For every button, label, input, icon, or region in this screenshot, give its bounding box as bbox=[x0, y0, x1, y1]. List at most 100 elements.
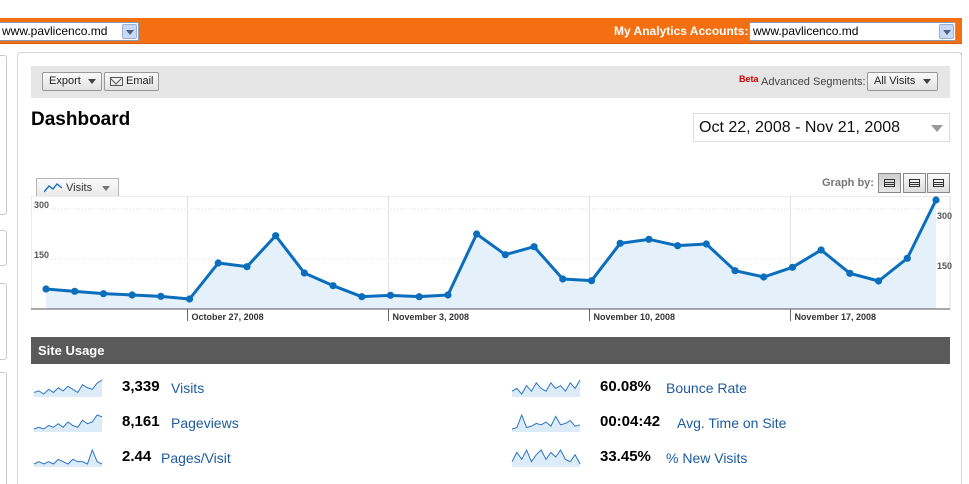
sparkline-visits bbox=[33, 379, 103, 397]
top-bar: www.pavlicenco.md My Analytics Accounts:… bbox=[0, 0, 969, 46]
metric-link-visits[interactable]: Visits bbox=[171, 380, 205, 396]
visits-data-point bbox=[616, 239, 624, 247]
visits-data-point bbox=[128, 291, 136, 299]
sparkline-area bbox=[34, 415, 102, 432]
beta-badge: Beta bbox=[739, 74, 759, 84]
metric-value: 3,339 bbox=[122, 378, 160, 395]
sparkline-line bbox=[33, 379, 103, 395]
x-tick-label: November 10, 2008 bbox=[593, 312, 675, 322]
segments-select[interactable]: All Visits bbox=[867, 72, 938, 91]
metric-value: 8,161 bbox=[122, 413, 160, 430]
metric-link-pageviews[interactable]: Pageviews bbox=[171, 415, 239, 431]
x-tick-label: October 27, 2008 bbox=[192, 312, 264, 322]
visits-data-point bbox=[846, 269, 854, 277]
metric-link-pages-per-visit[interactable]: Pages/Visit bbox=[161, 450, 231, 466]
visits-data-point bbox=[645, 235, 653, 243]
chevron-down-icon bbox=[88, 79, 96, 84]
profile-select-value: www.pavlicenco.md bbox=[2, 24, 108, 38]
metric-avg-time-on-site: 00:04:42 Avg. Time on Site bbox=[511, 411, 951, 435]
right-scroll-edge bbox=[961, 52, 969, 484]
export-label: Export bbox=[49, 75, 81, 87]
segments-value: All Visits bbox=[874, 75, 916, 87]
sparkline-line bbox=[511, 379, 581, 395]
y-tick-label-left: 150 bbox=[34, 250, 49, 260]
accounts-select-value: www.pavlicenco.md bbox=[753, 24, 859, 38]
visits-data-point bbox=[731, 267, 739, 275]
site-usage-header: Site Usage bbox=[31, 337, 950, 364]
visits-data-point bbox=[702, 240, 710, 248]
y-tick-label-right: 300 bbox=[937, 211, 952, 221]
graph-by-month-button[interactable] bbox=[927, 173, 950, 193]
visits-data-point bbox=[674, 242, 682, 250]
email-button[interactable]: Email bbox=[104, 72, 159, 91]
month-view-icon bbox=[933, 179, 944, 187]
chevron-down-icon[interactable] bbox=[931, 125, 943, 132]
date-range-picker[interactable]: Oct 22, 2008 - Nov 21, 2008 bbox=[693, 113, 950, 142]
sidebar-panel-edge bbox=[0, 230, 7, 266]
visits-data-point bbox=[473, 230, 481, 238]
visits-data-point bbox=[903, 254, 911, 262]
y-tick-label-left: 300 bbox=[34, 200, 49, 210]
accounts-label: My Analytics Accounts: bbox=[614, 24, 749, 38]
metric-bounce-rate: 60.08% Bounce Rate bbox=[511, 376, 951, 400]
visits-data-point bbox=[71, 287, 79, 295]
visits-data-point bbox=[760, 273, 768, 281]
x-tick-label: November 3, 2008 bbox=[393, 312, 470, 322]
sparkline-avg-time-on-site bbox=[511, 413, 581, 432]
graph-by-day-button[interactable] bbox=[878, 173, 901, 193]
export-button[interactable]: Export bbox=[42, 72, 102, 91]
visits-data-point bbox=[185, 295, 194, 303]
visits-data-point bbox=[329, 282, 337, 290]
sparkline-bounce-rate bbox=[511, 379, 581, 397]
sparkline-new-visits bbox=[511, 448, 581, 467]
visits-data-point bbox=[932, 196, 940, 204]
chevron-down-icon bbox=[923, 79, 931, 84]
visits-data-point bbox=[214, 259, 222, 267]
visits-data-point bbox=[415, 293, 423, 301]
sidebar-panel-edge bbox=[0, 372, 7, 484]
metric-selector-tab[interactable]: Visits bbox=[36, 178, 119, 197]
y-tick-label-right: 150 bbox=[937, 261, 952, 271]
visits-series-line bbox=[45, 199, 938, 301]
metric-link-avg-time-on-site[interactable]: Avg. Time on Site bbox=[677, 415, 787, 431]
report-toolbar: Export Email Beta Advanced Segments: All… bbox=[31, 66, 950, 98]
metric-value: 60.08% bbox=[600, 378, 651, 395]
chevron-down-icon[interactable] bbox=[939, 24, 954, 39]
visits-area-fill bbox=[46, 200, 936, 309]
site-usage-title: Site Usage bbox=[38, 343, 105, 358]
metric-selector-label: Visits bbox=[66, 182, 93, 194]
sparkline-area bbox=[34, 450, 102, 467]
sparkline-pageviews bbox=[33, 414, 103, 432]
visits-data-point bbox=[530, 243, 538, 251]
envelope-icon bbox=[110, 77, 123, 86]
visits-data-point bbox=[157, 292, 165, 300]
accounts-select[interactable]: www.pavlicenco.md bbox=[749, 22, 956, 41]
sparkline-line bbox=[33, 448, 103, 465]
graph-by-week-button[interactable] bbox=[903, 173, 926, 193]
line-chart-icon bbox=[44, 183, 62, 193]
sidebar-panel-edge bbox=[0, 283, 7, 360]
visits-data-point bbox=[99, 290, 108, 298]
x-tick-label: November 17, 2008 bbox=[794, 312, 876, 322]
visits-data-point bbox=[272, 232, 280, 240]
profile-select[interactable]: www.pavlicenco.md bbox=[0, 22, 139, 41]
visits-data-point bbox=[42, 285, 50, 293]
metric-visits: 3,339 Visits bbox=[33, 376, 493, 400]
sparkline-line bbox=[511, 413, 581, 430]
visits-data-point bbox=[358, 293, 366, 301]
graph-by-label: Graph by: bbox=[822, 177, 874, 189]
metric-link-new-visits[interactable]: % New Visits bbox=[666, 450, 748, 466]
metric-value: 2.44 bbox=[122, 448, 152, 465]
advanced-segments-label: Advanced Segments: bbox=[761, 76, 866, 88]
sidebar-panel-edge bbox=[0, 55, 7, 215]
chevron-down-icon[interactable] bbox=[122, 24, 137, 39]
sparkline-area bbox=[512, 415, 580, 432]
visits-data-point bbox=[817, 246, 825, 254]
week-view-icon bbox=[909, 179, 920, 187]
visits-data-point bbox=[444, 291, 452, 299]
date-range-value: Oct 22, 2008 - Nov 21, 2008 bbox=[699, 119, 901, 136]
visits-data-point bbox=[587, 277, 596, 285]
metric-value: 00:04:42 bbox=[600, 413, 661, 430]
metric-link-bounce-rate[interactable]: Bounce Rate bbox=[666, 380, 747, 396]
sparkline-line bbox=[511, 448, 581, 465]
